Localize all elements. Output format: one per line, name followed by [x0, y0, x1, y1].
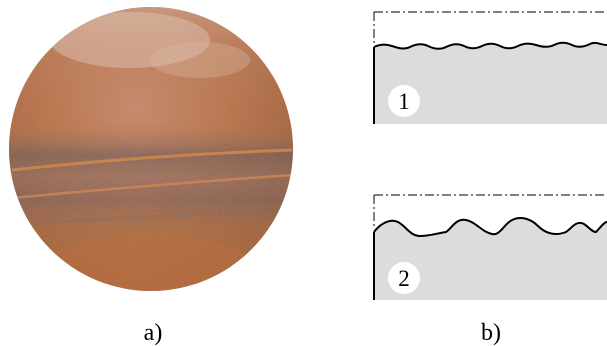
surface-outline — [373, 217, 607, 238]
material-section — [374, 42, 607, 124]
profile-label: 2 — [398, 266, 410, 291]
caption-b: b) — [481, 320, 501, 346]
surface-outline — [373, 41, 607, 50]
caption-a: a) — [144, 320, 163, 346]
material-section — [374, 218, 607, 300]
profile-label: 1 — [398, 89, 410, 114]
profile-label-badge — [388, 262, 420, 294]
rusted-surface-photo — [9, 7, 293, 291]
surface-profile-2: 2 — [373, 194, 607, 300]
surface-profile-1: 1 — [373, 11, 607, 124]
profile-label-badge — [388, 85, 420, 117]
